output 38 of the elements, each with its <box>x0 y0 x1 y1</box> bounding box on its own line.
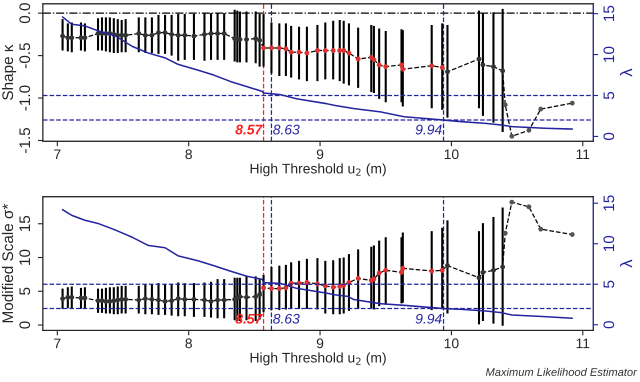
x-axis-title: High Threshold u$_{2}$ (m) <box>250 163 386 176</box>
y2-tick-label: 0 <box>603 132 614 140</box>
y2-tick-label: 5 <box>604 92 614 100</box>
ref-line-label: 9.94 <box>416 124 442 134</box>
ref-line-label: 8.57 <box>235 124 263 134</box>
x-tick-label: 11 <box>576 338 590 348</box>
y-axis-title: Shape κ <box>2 44 16 100</box>
text: Maximum Likelihood Estimator <box>486 368 638 376</box>
ref-line-label: 8.63 <box>273 314 300 324</box>
y-tick-label: -1.0 <box>19 85 30 111</box>
y2-tick-label: 10 <box>603 46 614 62</box>
x-tick-label: 9 <box>316 149 324 160</box>
x-tick-label: 7 <box>54 338 60 348</box>
y-tick-label: -1.5 <box>19 128 30 153</box>
x-tick-label: 10 <box>444 338 459 348</box>
y2-axis-title: λ <box>620 260 632 268</box>
y2-tick-label: 0 <box>603 321 614 328</box>
x-tick-label: 8 <box>185 149 192 160</box>
y-tick-label: -0.5 <box>19 43 30 68</box>
x-tick-label: 7 <box>54 149 60 160</box>
y2-tick-label: 10 <box>603 236 614 252</box>
y-tick-label: 10 <box>19 250 30 265</box>
y2-tick-label: 15 <box>604 195 614 211</box>
x-tick-label: 10 <box>444 149 459 160</box>
y-axis-title: Modified Scale σ* <box>2 204 14 322</box>
y2-tick-label: 5 <box>604 280 614 288</box>
ref-line-label: 9.94 <box>416 314 442 324</box>
x-axis-title: High Threshold u$_{2}$ (m) <box>250 352 386 366</box>
ref-line-label: 8.63 <box>273 124 300 134</box>
y2-axis-title: λ <box>620 68 632 77</box>
x-tick-label: 9 <box>316 338 324 348</box>
y2-tick-label: 15 <box>604 6 614 21</box>
x-tick-label: 8 <box>185 338 192 348</box>
y-tick-label: 15 <box>19 216 30 232</box>
y-tick-label: 0.0 <box>19 3 30 24</box>
x-tick-label: 11 <box>576 149 590 160</box>
y-tick-label: 5 <box>19 288 30 295</box>
y-tick-label: 0 <box>19 321 30 329</box>
